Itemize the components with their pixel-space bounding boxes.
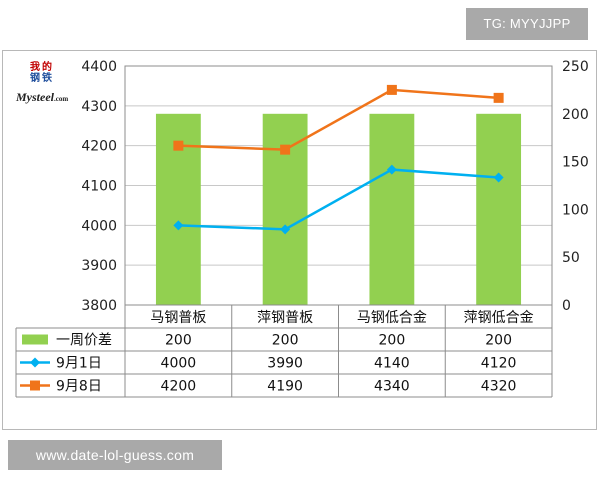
logo-char: 钢 [30,73,40,84]
point-marker [493,172,504,183]
data-cell: 200 [272,333,299,349]
mysteel-logo: 我 的 钢 铁 Mysteel.com [14,62,94,106]
y-right-tick-label: 150 [562,155,589,171]
legend-marker [30,380,40,391]
category-label: 马钢低合金 [357,310,427,326]
series-line [178,88,499,151]
data-cell: 4140 [374,356,410,372]
axes: 3800 3900 4000 4100 4200 4300 4400 0 50 100 150 200… [81,59,588,314]
point-marker [173,140,184,151]
y-left-tick-label: 4400 [81,59,117,75]
category-label: 马钢普板 [150,310,206,326]
y-right-tick-label: 0 [562,298,571,314]
y-left-tick-label: 3800 [81,298,117,314]
data-cell: 200 [165,333,192,349]
point-marker [280,224,291,235]
point-marker [173,220,184,231]
bar [262,113,308,305]
y-left-tick-label: 4200 [81,139,117,155]
point-marker [280,144,291,155]
data-cell: 4340 [374,379,410,395]
point-marker [386,84,397,95]
logo-char: 我 [30,62,40,73]
data-cell: 3990 [267,356,303,372]
y-left-tick-label: 4100 [81,179,117,195]
line-series [173,84,504,235]
data-cell: 4200 [161,379,197,395]
y-right-tick-label: 200 [562,107,589,123]
y-right-tick-label: 50 [562,250,580,266]
data-cell: 4190 [267,379,303,395]
y-right-tick-label: 250 [562,59,589,75]
data-cell: 4120 [481,356,517,372]
y-left-tick-label: 3900 [81,258,117,274]
bar-series [155,113,522,305]
legend-label: 一周价差 [56,333,112,349]
data-cell: 4000 [161,356,197,372]
y-right-tick-label: 100 [562,202,589,218]
legend-swatch [22,334,48,345]
legend-label: 9月1日 [56,356,102,372]
legend-label: 9月8日 [56,379,102,395]
watermark-badge: TG: MYYJJPP [466,8,588,40]
legend-marker [30,357,40,368]
category-label: 萍钢低合金 [464,310,534,326]
series-line [178,168,499,231]
bar [369,113,415,305]
data-cell: 200 [379,333,406,349]
point-marker [493,92,504,103]
logo-wordmark: Mysteel.com [16,90,69,104]
logo-char: 的 [42,62,52,73]
bar [476,113,522,305]
point-marker [386,164,397,175]
y-left-tick-label: 4300 [81,99,117,115]
y-left-tick-label: 4000 [81,218,117,234]
data-cell: 4320 [481,379,517,395]
url-watermark: www.date-lol-guess.com [8,440,222,470]
data-cell: 200 [485,333,512,349]
logo-char: 铁 [42,73,52,84]
category-label: 萍钢普板 [257,310,313,326]
